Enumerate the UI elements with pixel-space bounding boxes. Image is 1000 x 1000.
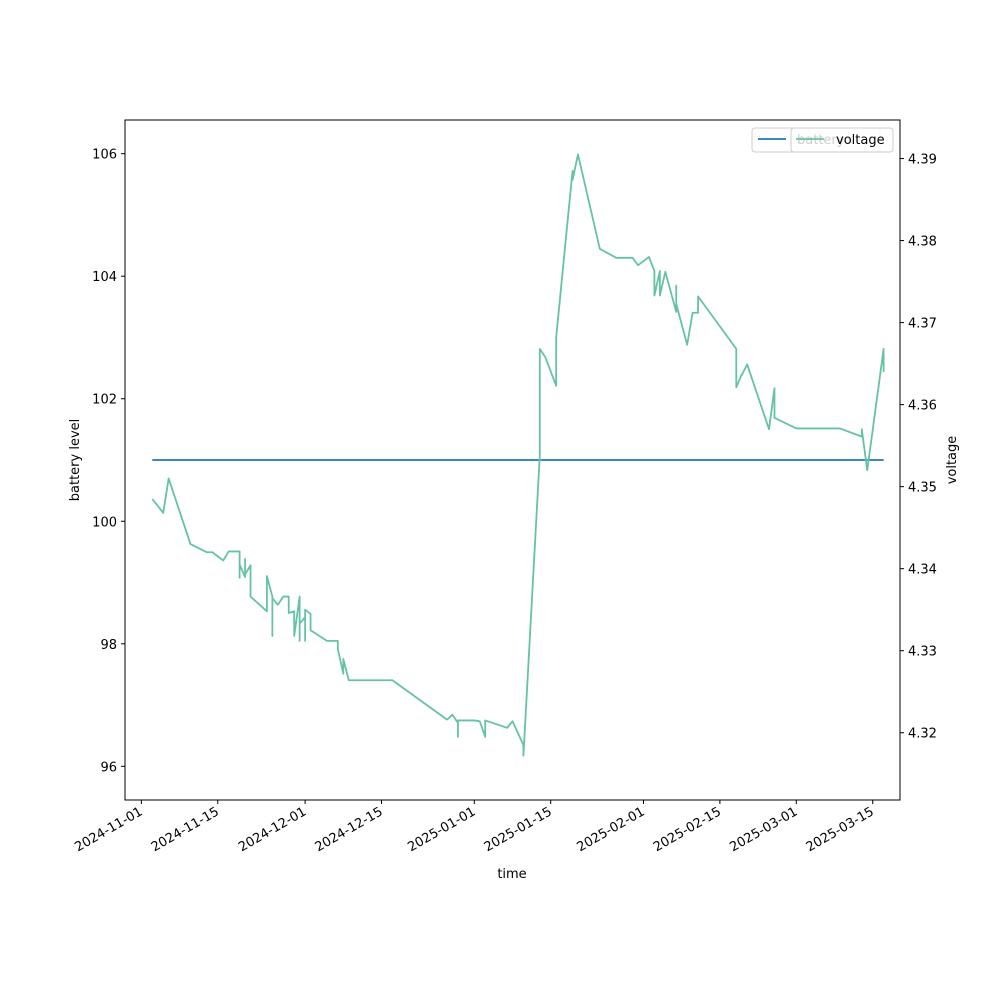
x-tick-label: 2024-12-01 xyxy=(236,804,309,855)
x-tick-label: 2024-11-15 xyxy=(149,804,222,855)
x-tick-label: 2024-11-01 xyxy=(72,804,145,855)
series-layer xyxy=(151,153,885,757)
y-axis-label-right: voltage xyxy=(945,436,960,485)
x-axis-label: time xyxy=(497,867,526,882)
y-tick-label-left: 102 xyxy=(92,393,117,408)
y-tick-label-right: 4.37 xyxy=(908,317,937,332)
y-tick-label-right: 4.39 xyxy=(908,153,937,168)
x-tick-label: 2025-02-01 xyxy=(575,804,648,855)
x-tick-label: 2025-02-15 xyxy=(651,804,724,855)
plot-frame xyxy=(124,119,901,801)
y-tick-label-left: 98 xyxy=(100,638,117,653)
y-tick-label-right: 4.35 xyxy=(908,481,937,496)
y-tick-label-right: 4.33 xyxy=(908,645,937,660)
x-tick-label: 2025-03-01 xyxy=(727,804,800,855)
y-axis-label-left: battery level xyxy=(68,419,83,502)
x-tick-label: 2024-12-15 xyxy=(313,804,386,855)
legend-voltage-label: voltage xyxy=(836,133,885,148)
y-tick-label-right: 4.36 xyxy=(908,399,937,414)
y-tick-label-left: 96 xyxy=(100,760,117,775)
x-tick-label: 2025-01-01 xyxy=(405,804,478,855)
series-line-voltage xyxy=(151,153,885,757)
y-tick-label-left: 106 xyxy=(92,148,117,163)
y-tick-label-right: 4.34 xyxy=(908,563,937,578)
y-tick-label-right: 4.38 xyxy=(908,235,937,250)
y-tick-label-left: 104 xyxy=(92,270,117,285)
y-tick-label-right: 4.32 xyxy=(908,727,937,742)
x-tick-label: 2025-03-15 xyxy=(804,804,877,855)
legend-voltage-box xyxy=(790,127,894,153)
legend-voltage: voltage xyxy=(790,127,894,153)
x-tick-label: 2025-01-15 xyxy=(482,804,555,855)
y-tick-label-left: 100 xyxy=(92,515,117,530)
axes-layer: 2024-11-01 2024-11-15 2024-12-01 2024-12-15… xyxy=(72,148,937,856)
